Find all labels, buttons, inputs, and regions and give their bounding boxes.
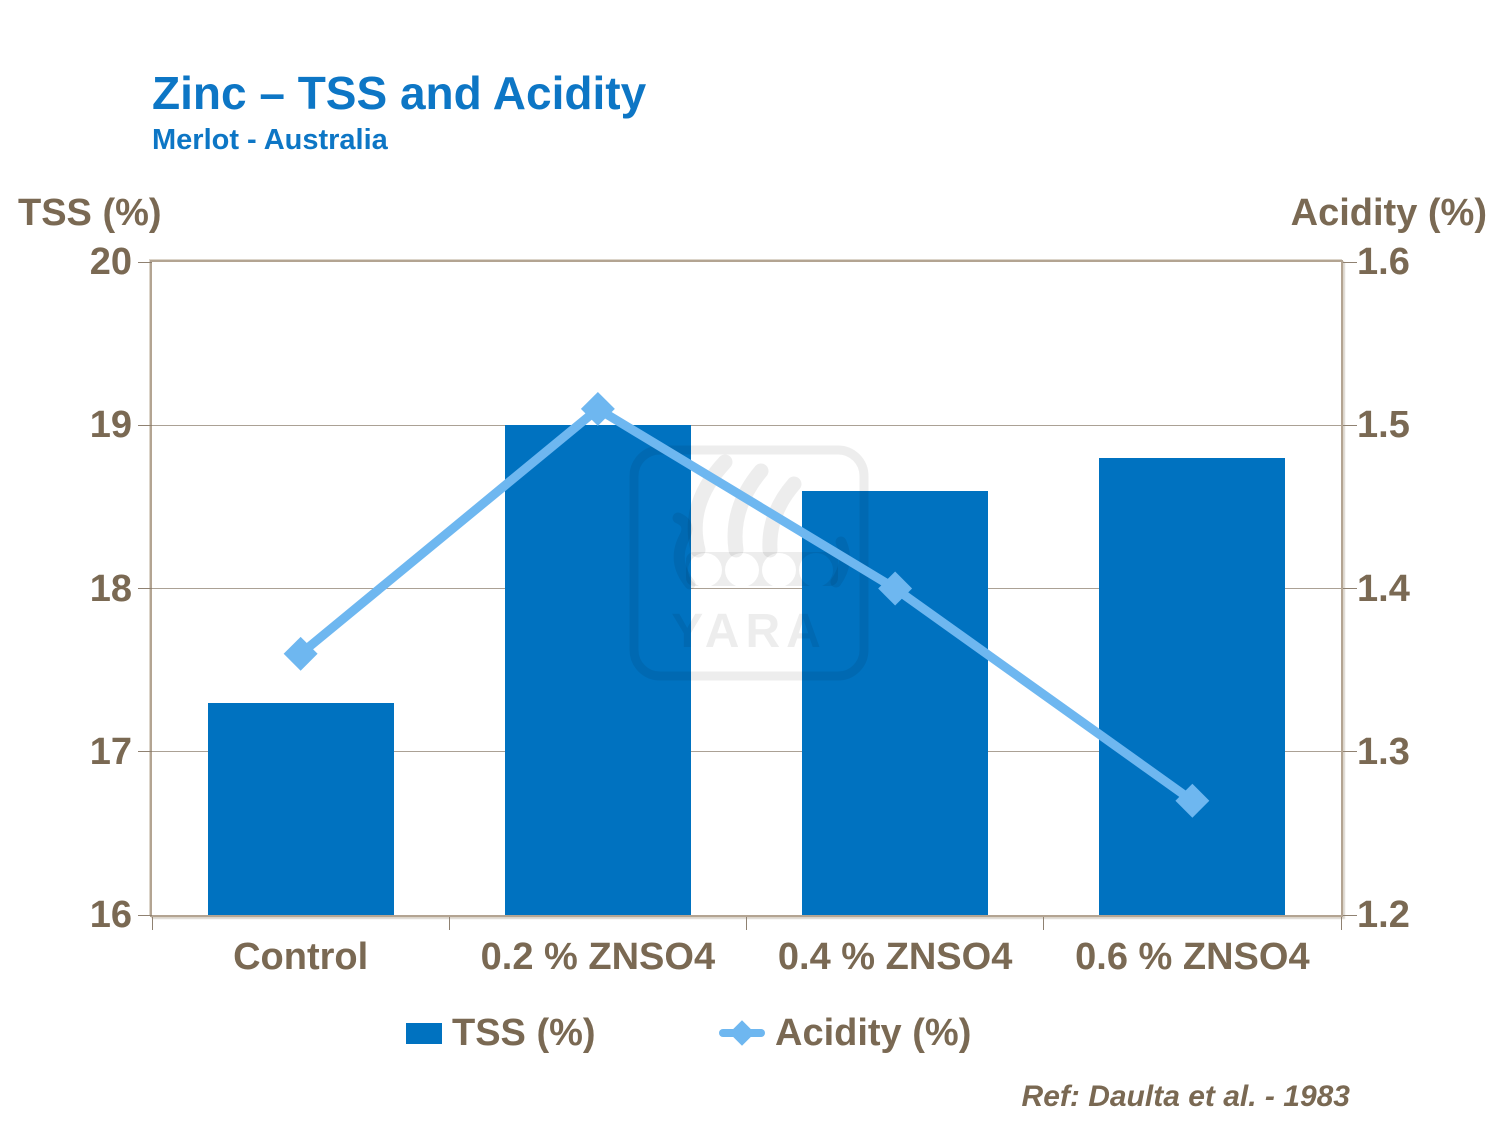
- right-axis-tick-label: 1.6: [1357, 241, 1410, 283]
- left-axis-tick-mark: [138, 914, 152, 916]
- right-axis-tick-mark: [1343, 914, 1357, 916]
- page-title: Zinc – TSS and Acidity: [152, 67, 647, 119]
- left-axis-title: TSS (%): [18, 192, 162, 234]
- x-axis-tick-mark: [746, 917, 747, 930]
- acidity-line: [296, 404, 1197, 806]
- x-axis-tick-mark: [1340, 917, 1342, 930]
- right-axis-tick-mark: [1343, 261, 1357, 263]
- left-axis-tick-mark: [138, 424, 152, 426]
- left-axis-tick-label: 16: [89, 894, 132, 936]
- right-axis-tick-label: 1.4: [1357, 567, 1410, 610]
- left-axis-tick-label: 20: [89, 241, 132, 283]
- right-axis-tick-label: 1.5: [1357, 404, 1410, 447]
- plot-area: YARA: [150, 260, 1343, 917]
- right-axis-tick-label: 1.3: [1357, 730, 1410, 773]
- bar-0.4 % ZNSO4: [802, 490, 989, 915]
- left-axis-tick-label: 19: [89, 404, 132, 447]
- acidity-point-0.2 % ZNSO4: [580, 391, 615, 426]
- right-axis-tick-label: 1.2: [1357, 894, 1410, 936]
- legend-item-acidity: Acidity (%): [719, 1010, 971, 1056]
- right-axis-tick-mark: [1343, 751, 1357, 753]
- left-axis-tick-mark: [138, 261, 152, 263]
- tss-bar-swatch-icon: [406, 1022, 442, 1044]
- left-axis-tick-label: 17: [89, 730, 132, 773]
- bar-0.6 % ZNSO4: [1099, 457, 1286, 915]
- x-category-label: 0.2 % ZNSO4: [480, 936, 716, 978]
- legend-label-acidity: Acidity (%): [775, 1011, 972, 1054]
- right-axis-tick-mark: [1343, 424, 1357, 426]
- x-axis-tick-mark: [151, 917, 153, 930]
- right-axis-title: Acidity (%): [1290, 192, 1487, 234]
- x-category-label: Control: [233, 936, 369, 978]
- acidity-point-Control: [283, 636, 318, 671]
- left-axis-tick-mark: [138, 751, 152, 753]
- legend-label-tss: TSS (%): [452, 1011, 596, 1054]
- page-subtitle: Merlot - Australia: [152, 124, 388, 156]
- bar-Control: [207, 702, 394, 915]
- x-axis-tick-mark: [448, 917, 450, 930]
- x-category-label: 0.6 % ZNSO4: [1075, 936, 1310, 978]
- x-axis-tick-mark: [1043, 917, 1045, 930]
- reference-text: Ref: Daulta et al. - 1983: [1021, 1080, 1350, 1113]
- right-axis-tick-mark: [1343, 588, 1357, 589]
- bar-0.2 % ZNSO4: [504, 425, 691, 915]
- acidity-line-diamond-icon: [719, 1020, 765, 1046]
- left-axis-tick-mark: [138, 588, 152, 589]
- x-category-label: 0.4 % ZNSO4: [777, 936, 1013, 978]
- gridline: [152, 424, 1341, 426]
- left-axis-tick-label: 18: [89, 567, 132, 610]
- legend-item-tss: TSS (%): [406, 1010, 596, 1056]
